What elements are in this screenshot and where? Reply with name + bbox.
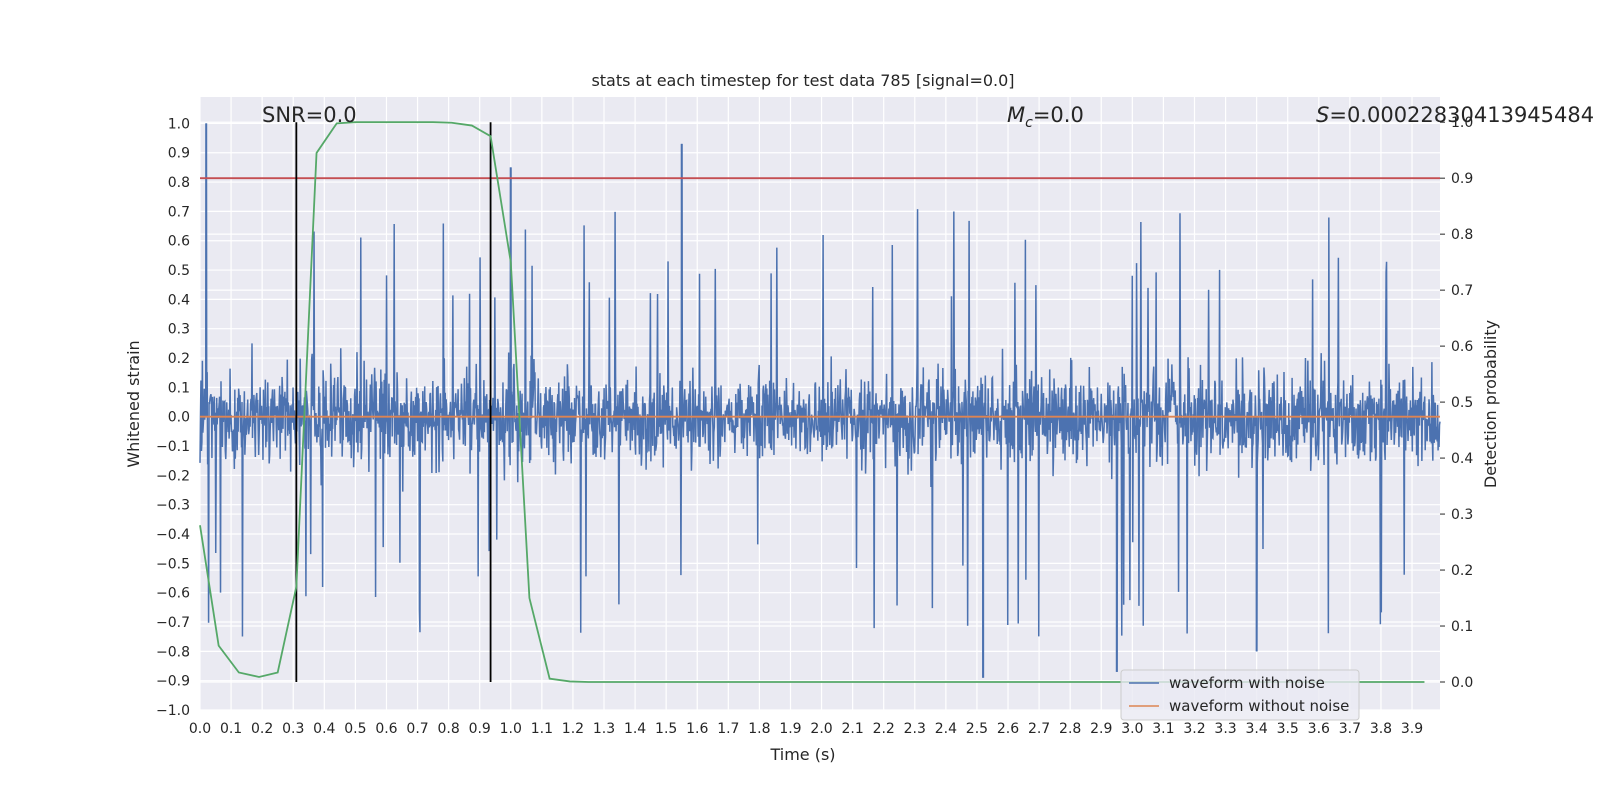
x-tick-label: 3.0 (1121, 721, 1143, 737)
y-right-tick-label: 0.6 (1451, 339, 1473, 355)
x-tick-label: 2.7 (1028, 721, 1050, 737)
x-tick-label: 1.5 (655, 721, 677, 737)
legend-label-with-noise: waveform with noise (1169, 674, 1325, 692)
y-tick-label: −0.2 (156, 468, 190, 484)
x-tick-label: 1.4 (624, 721, 646, 737)
x-tick-label: 2.8 (1059, 721, 1081, 737)
y-axis-right-label: Detection probability (1481, 320, 1500, 488)
legend-box (1120, 669, 1360, 721)
y-tick-label: −0.8 (156, 644, 190, 660)
waveform-with-noise-line (199, 123, 1441, 678)
x-tick-label: 3.5 (1277, 721, 1299, 737)
x-tick-label: 1.1 (531, 721, 553, 737)
x-tick-label: 1.8 (748, 721, 770, 737)
y-right-tick-label: 0.1 (1451, 619, 1473, 635)
x-tick-label: 0.7 (406, 721, 428, 737)
y-tick-label: −0.6 (156, 586, 190, 602)
x-tick-label: 2.5 (966, 721, 988, 737)
x-tick-label: 3.8 (1370, 721, 1392, 737)
y-tick-label: 0.2 (168, 351, 190, 367)
x-tick-label: 2.2 (873, 721, 895, 737)
y-tick-label: 0.0 (168, 410, 190, 426)
legend-label-without-noise: waveform without noise (1169, 697, 1349, 715)
tick-labels: 0.0 0.1 0.2 0.3 0.4 0.5 0.6 0.7 0.8 0.9 1.0 1.1 1.2 1… (156, 115, 1473, 737)
y-tick-label: 0.5 (168, 263, 190, 279)
y-tick-label: 0.9 (168, 146, 190, 162)
x-tick-label: 0.4 (313, 721, 335, 737)
x-tick-label: 0.1 (220, 721, 242, 737)
x-tick-label: 0.8 (437, 721, 459, 737)
s-value: =0.00022830413945484 (1329, 103, 1594, 127)
x-tick-label: 0.0 (189, 721, 211, 737)
y-right-tick-label: 0.8 (1451, 227, 1473, 243)
x-tick-label: 0.9 (469, 721, 491, 737)
mc-value: =0.0 (1033, 103, 1084, 127)
x-tick-label: 2.6 (997, 721, 1019, 737)
y-right-tick-label: 0.4 (1451, 451, 1473, 467)
y-right-tick-label: 0.5 (1451, 395, 1473, 411)
x-tick-label: 3.1 (1152, 721, 1174, 737)
x-tick-label: 3.4 (1246, 721, 1268, 737)
y-tick-label: −0.9 (156, 674, 190, 690)
x-tick-label: 1.0 (500, 721, 522, 737)
x-tick-label: 3.9 (1401, 721, 1423, 737)
x-tick-label: 2.3 (904, 721, 926, 737)
y-right-tick-label: 0.2 (1451, 563, 1473, 579)
x-tick-label: 3.3 (1214, 721, 1236, 737)
y-right-tick-label: 0.7 (1451, 283, 1473, 299)
detection-probability-line (199, 121, 1425, 683)
x-tick-label: 0.3 (282, 721, 304, 737)
y-tick-label: 0.3 (168, 322, 190, 338)
y-tick-label: 0.6 (168, 234, 190, 250)
y-tick-label: 0.8 (168, 175, 190, 191)
overlay (199, 121, 1440, 683)
y-right-tick-label: 0.3 (1451, 507, 1473, 523)
y-tick-label: −0.3 (156, 498, 190, 514)
x-axis-label: Time (s) (769, 745, 835, 764)
y-tick-label: 0.1 (168, 380, 190, 396)
y-tick-label: −0.5 (156, 556, 190, 572)
y-tick-label: 1.0 (168, 116, 190, 132)
y-right-tick-label: 0.9 (1451, 171, 1473, 187)
x-tick-label: 2.0 (810, 721, 832, 737)
mc-symbol: M (1007, 103, 1025, 127)
x-tick-label: 3.6 (1308, 721, 1330, 737)
y-tick-label: −0.7 (156, 615, 190, 631)
y-tick-label: −0.1 (156, 439, 190, 455)
snr-annotation: SNR=0.0 (262, 103, 357, 127)
mc-subscript: c (1025, 115, 1033, 131)
x-tick-label: 0.5 (344, 721, 366, 737)
y-right-tick-label: 0.0 (1451, 675, 1473, 691)
chart-title: stats at each timestep for test data 785… (591, 71, 1014, 90)
x-tick-label: 3.2 (1183, 721, 1205, 737)
series-waveform-with-noise (199, 123, 1441, 678)
x-tick-label: 1.9 (779, 721, 801, 737)
s-symbol: S (1316, 103, 1329, 127)
y-tick-label: 0.7 (168, 204, 190, 220)
x-tick-label: 0.6 (375, 721, 397, 737)
x-tick-label: 2.4 (935, 721, 957, 737)
s-annotation: S=0.00022830413945484 (1316, 103, 1594, 127)
legend: waveform with noise waveform without noi… (1120, 669, 1360, 721)
y-axis-label: Whitened strain (124, 340, 143, 467)
mc-annotation: Mc=0.0 (1007, 103, 1084, 131)
x-tick-label: 1.7 (717, 721, 739, 737)
x-tick-label: 0.2 (251, 721, 273, 737)
x-tick-label: 3.7 (1339, 721, 1361, 737)
x-tick-label: 1.2 (562, 721, 584, 737)
x-tick-label: 2.9 (1090, 721, 1112, 737)
x-tick-label: 1.3 (593, 721, 615, 737)
y-tick-label: 0.4 (168, 292, 190, 308)
y-tick-label: −1.0 (156, 703, 190, 719)
y-right-tick-label: 1.0 (1451, 115, 1473, 131)
x-tick-label: 2.1 (841, 721, 863, 737)
y-tick-label: −0.4 (156, 527, 190, 543)
x-tick-label: 1.6 (686, 721, 708, 737)
